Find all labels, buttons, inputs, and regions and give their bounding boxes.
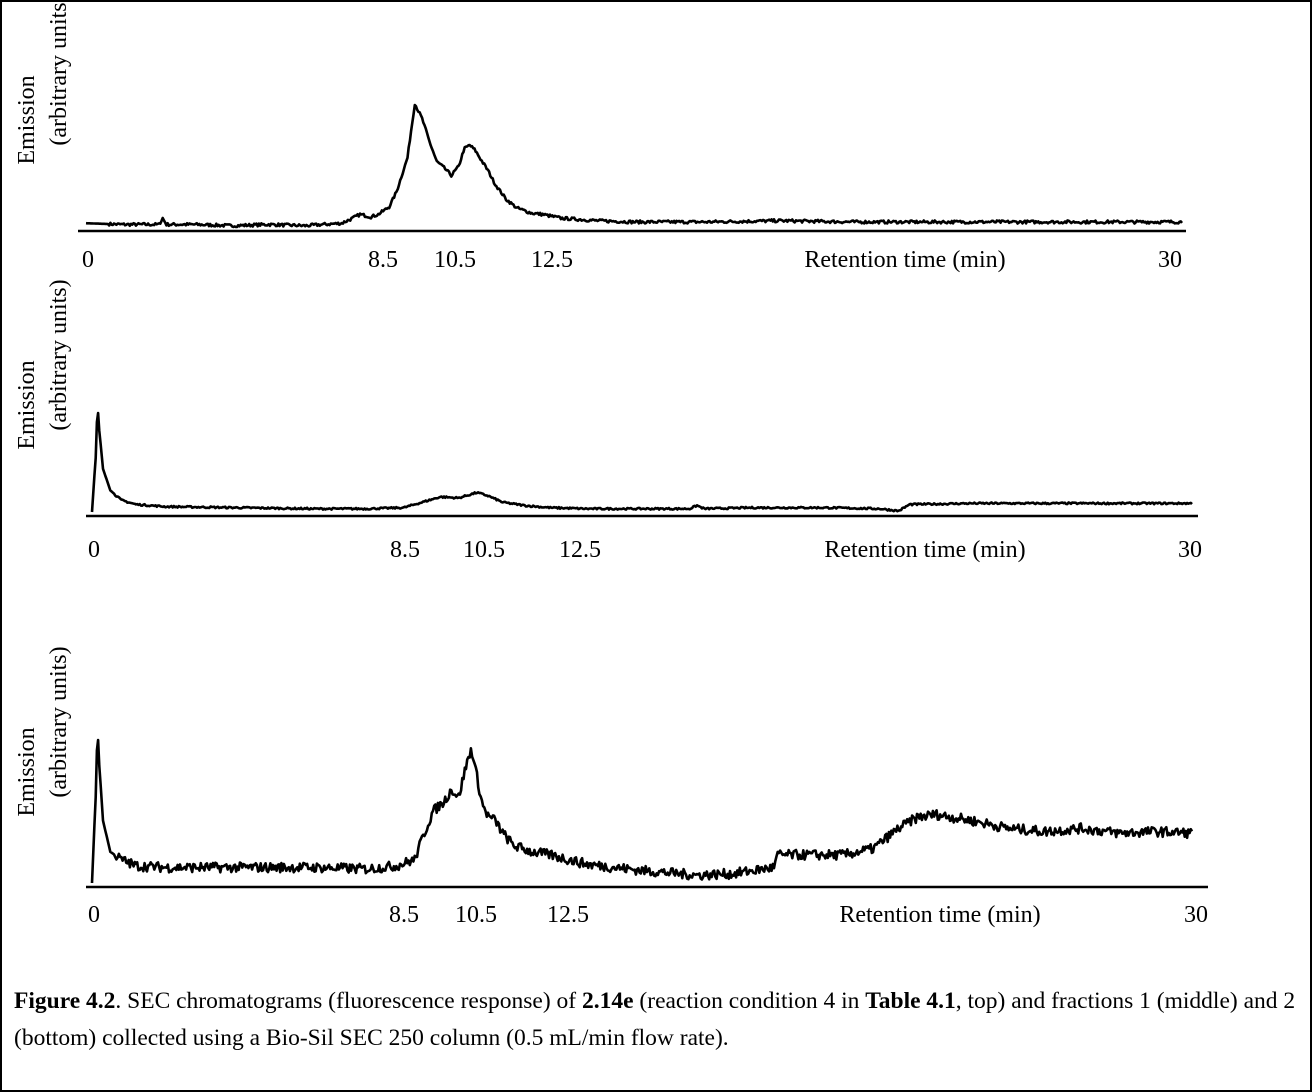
x-tick-label: 30: [1184, 902, 1208, 928]
x-tick-label: 8.5: [390, 537, 420, 563]
chromatogram-trace-bottom: [90, 738, 1194, 884]
x-tick-label: 12.5: [559, 537, 601, 563]
x-tick-label: 10.5: [434, 247, 476, 273]
figure-caption: Figure 4.2. SEC chromatograms (fluoresce…: [14, 983, 1306, 1057]
x-tick-label: 0: [88, 902, 100, 928]
caption-compound: 2.14e: [581, 988, 634, 1014]
chromatogram-trace-middle: [90, 411, 1193, 513]
caption-figure-label: Figure 4.2: [14, 988, 116, 1014]
y-axis-label-line1: Emission: [14, 727, 40, 816]
x-tick-label: 8.5: [389, 902, 419, 928]
chart-panel-bottom: 0 8.5 10.5 12.5 30 Retention time (min) Emissi…: [14, 646, 1208, 928]
x-tick-label: 0: [88, 537, 100, 563]
chart-panel-top: 0 8.5 10.5 12.5 30 Retention time (min) Emissi…: [14, 0, 1186, 273]
y-axis-label-line1: Emission: [14, 75, 40, 164]
chromatogram-trace-top: [85, 103, 1184, 229]
caption-table-ref: Table 4.1: [865, 988, 956, 1014]
x-tick-label: 30: [1178, 537, 1202, 563]
y-axis-label-line2: (arbitrary units): [46, 646, 72, 797]
caption-text-1: . SEC chromatograms (fluorescence respon…: [115, 988, 582, 1014]
caption-text-2: (reaction condition 4 in: [633, 988, 866, 1014]
x-tick-label: 12.5: [547, 902, 589, 928]
x-tick-label: 8.5: [368, 247, 398, 273]
y-axis-label-line1: Emission: [14, 360, 40, 449]
chart-panel-middle: 0 8.5 10.5 12.5 30 Retention time (min) Emissi…: [14, 279, 1202, 563]
x-axis-label: Retention time (min): [824, 537, 1025, 563]
x-tick-label: 12.5: [531, 247, 573, 273]
y-axis-label-line2: (arbitrary units): [46, 0, 72, 146]
chromatogram-figure: 0 8.5 10.5 12.5 30 Retention time (min) Emissi…: [14, 0, 1208, 928]
x-axis-label: Retention time (min): [804, 247, 1005, 273]
x-tick-label: 0: [82, 247, 94, 273]
x-tick-label: 30: [1158, 247, 1182, 273]
x-tick-label: 10.5: [455, 902, 497, 928]
x-axis-label: Retention time (min): [839, 902, 1040, 928]
y-axis-label-line2: (arbitrary units): [46, 279, 72, 430]
x-tick-label: 10.5: [463, 537, 505, 563]
caption-text-3: , top) and fractions 1 (middle) and 2 (b…: [14, 988, 1296, 1051]
